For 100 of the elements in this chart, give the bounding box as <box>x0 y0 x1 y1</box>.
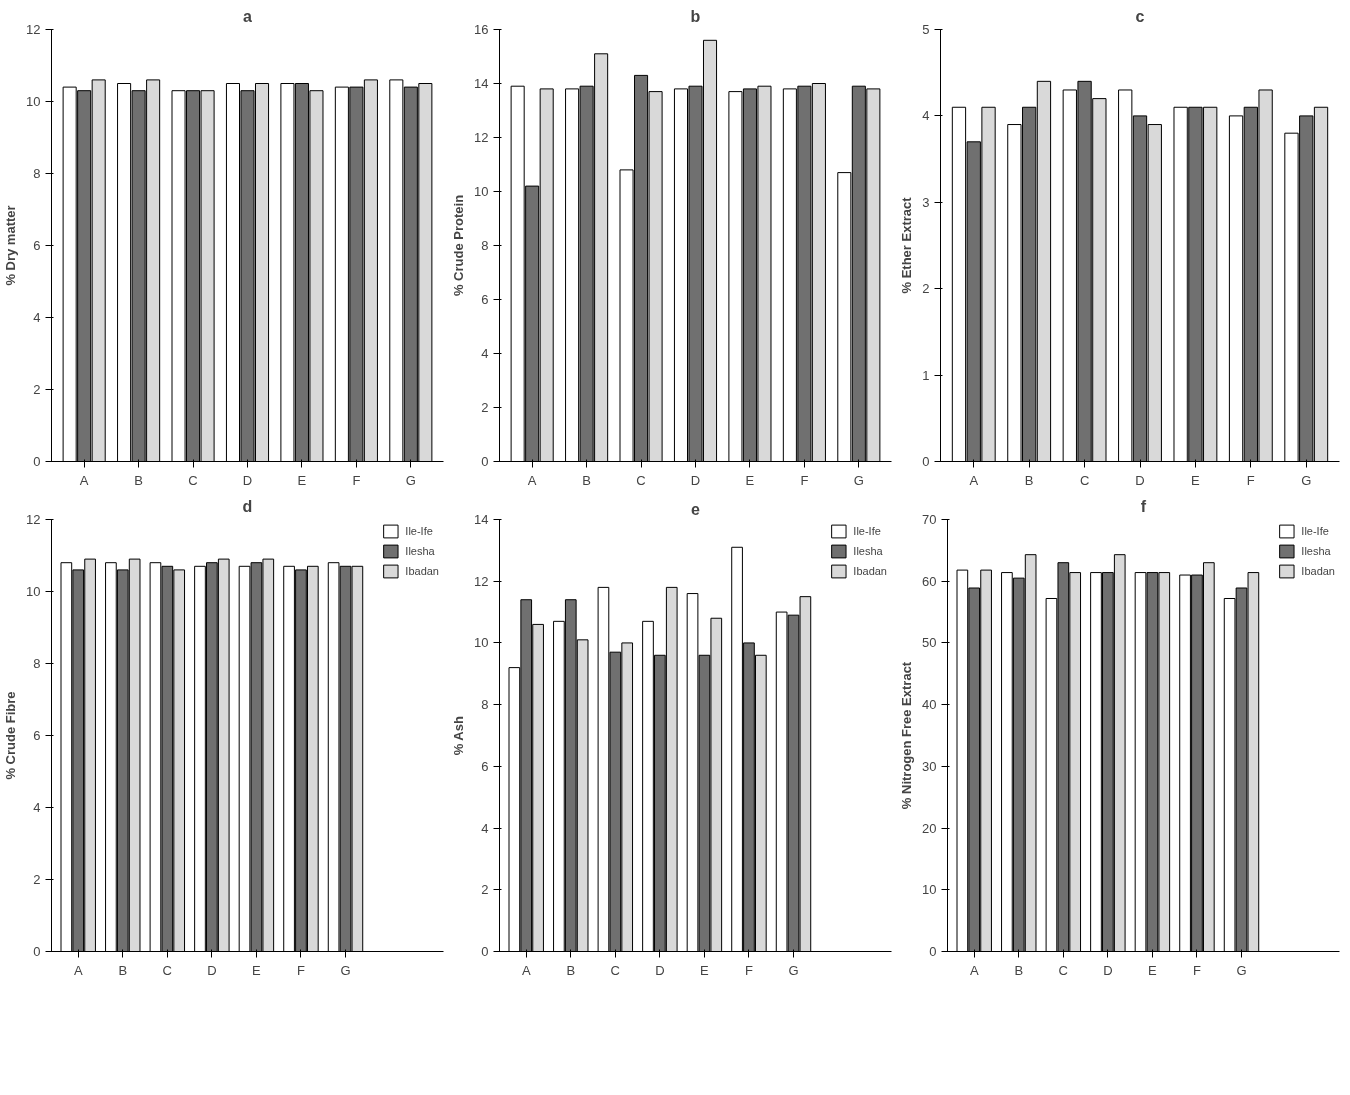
y-tick-label: 8 <box>33 656 41 671</box>
y-tick-label: 0 <box>929 944 937 959</box>
x-tick-label: A <box>79 472 89 488</box>
x-tick-label: E <box>297 472 307 488</box>
legend-label: Ilesha <box>1301 545 1331 557</box>
x-tick-label: B <box>134 472 143 488</box>
y-axis-title: % Crude Protein <box>451 194 467 297</box>
y-tick-label: 14 <box>474 512 489 527</box>
y-axis-title: % Crude Fibre <box>3 691 19 780</box>
x-tick-label: A <box>521 962 531 978</box>
x-tick-label: D <box>242 472 253 488</box>
x-tick-label: G <box>1236 962 1247 978</box>
y-tick-label: 4 <box>481 346 489 361</box>
x-tick-label: F <box>1192 962 1201 978</box>
x-tick-label: D <box>1135 472 1145 488</box>
y-tick-label: 70 <box>922 512 937 527</box>
x-tick-label: E <box>745 472 755 488</box>
y-tick-label: 14 <box>474 76 489 91</box>
y-tick-label: 4 <box>481 820 489 836</box>
chart-title: b <box>690 7 701 25</box>
y-tick-label: 4 <box>922 108 930 124</box>
y-tick-label: 2 <box>481 882 489 898</box>
y-tick-label: 8 <box>481 697 489 713</box>
x-tick-label: B <box>1014 962 1024 978</box>
y-tick-label: 2 <box>481 400 489 415</box>
x-tick-label: C <box>188 472 198 488</box>
chart-title: a <box>243 7 253 25</box>
y-tick-label: 12 <box>26 22 41 37</box>
y-tick-label: 3 <box>922 194 930 210</box>
y-tick-label: 2 <box>33 382 41 397</box>
y-tick-label: 5 <box>922 22 930 37</box>
y-tick-label: 0 <box>33 944 41 959</box>
chart-title: d <box>242 497 253 515</box>
y-tick-label: 10 <box>474 184 489 199</box>
y-axis-title: % Ash <box>451 716 467 756</box>
y-tick-label: 60 <box>922 573 937 589</box>
y-tick-label: 16 <box>474 22 489 37</box>
y-tick-label: 4 <box>33 310 41 325</box>
y-tick-label: 0 <box>33 454 41 469</box>
x-tick-label: G <box>405 472 416 488</box>
x-tick-label: D <box>207 962 217 978</box>
x-tick-label: C <box>162 962 173 978</box>
legend-label: Ibadan <box>405 565 439 577</box>
x-tick-label: C <box>610 962 621 978</box>
y-tick-label: 1 <box>922 367 930 383</box>
y-tick-label: 2 <box>33 872 41 887</box>
x-tick-label: A <box>969 472 979 488</box>
y-tick-label: 0 <box>481 454 489 469</box>
y-axis-title: % Ether Extract <box>899 196 915 294</box>
x-tick-label: E <box>700 962 710 978</box>
x-tick-label: E <box>1191 472 1201 488</box>
y-tick-label: 8 <box>481 238 489 253</box>
y-tick-label: 20 <box>922 820 937 836</box>
x-tick-label: G <box>340 962 351 978</box>
y-tick-label: 10 <box>26 94 41 109</box>
x-tick-label: G <box>788 962 799 978</box>
x-tick-label: A <box>969 962 979 978</box>
x-tick-label: B <box>566 962 576 978</box>
y-tick-label: 6 <box>33 238 41 253</box>
legend-label: Ile-Ife <box>853 525 881 537</box>
y-tick-label: 50 <box>922 635 937 651</box>
legend-label: Ibadan <box>1301 565 1335 577</box>
y-tick-label: 12 <box>474 573 489 589</box>
y-axis-title: % Dry matter <box>3 205 19 286</box>
chart-title: e <box>691 500 701 518</box>
y-tick-label: 40 <box>922 697 937 713</box>
x-tick-label: F <box>800 472 809 488</box>
y-tick-label: 0 <box>481 944 489 959</box>
x-tick-label: F <box>744 962 753 978</box>
x-tick-label: G <box>1301 472 1312 488</box>
y-tick-label: 10 <box>922 882 937 898</box>
legend-label: Ile-Ife <box>405 525 433 537</box>
legend-label: Ibadan <box>853 565 887 577</box>
y-tick-label: 6 <box>33 728 41 743</box>
y-axis-title: % Nitrogen Free Extract <box>899 661 915 810</box>
x-tick-label: C <box>1058 962 1069 978</box>
legend-label: Ilesha <box>405 545 435 557</box>
y-tick-label: 10 <box>474 635 489 651</box>
x-tick-label: D <box>690 472 701 488</box>
x-tick-label: C <box>636 472 646 488</box>
x-tick-label: B <box>582 472 591 488</box>
x-tick-label: D <box>1103 962 1113 978</box>
y-tick-label: 12 <box>26 512 41 527</box>
y-tick-label: 8 <box>33 166 41 181</box>
x-tick-label: F <box>296 962 305 978</box>
y-tick-label: 4 <box>33 800 41 815</box>
x-tick-label: B <box>118 962 128 978</box>
y-tick-label: 6 <box>481 292 489 307</box>
y-tick-label: 12 <box>474 130 489 145</box>
x-tick-label: G <box>853 472 864 488</box>
legend-label: Ile-Ife <box>1301 525 1329 537</box>
y-tick-label: 6 <box>481 758 489 774</box>
x-tick-label: B <box>1024 472 1034 488</box>
y-tick-label: 10 <box>26 584 41 599</box>
y-tick-label: 30 <box>922 758 937 774</box>
y-tick-label: 0 <box>922 454 930 469</box>
x-tick-label: A <box>73 962 83 978</box>
chart-title: f <box>1140 497 1147 515</box>
chart-title: c <box>1135 7 1145 25</box>
x-tick-label: C <box>1079 472 1090 488</box>
